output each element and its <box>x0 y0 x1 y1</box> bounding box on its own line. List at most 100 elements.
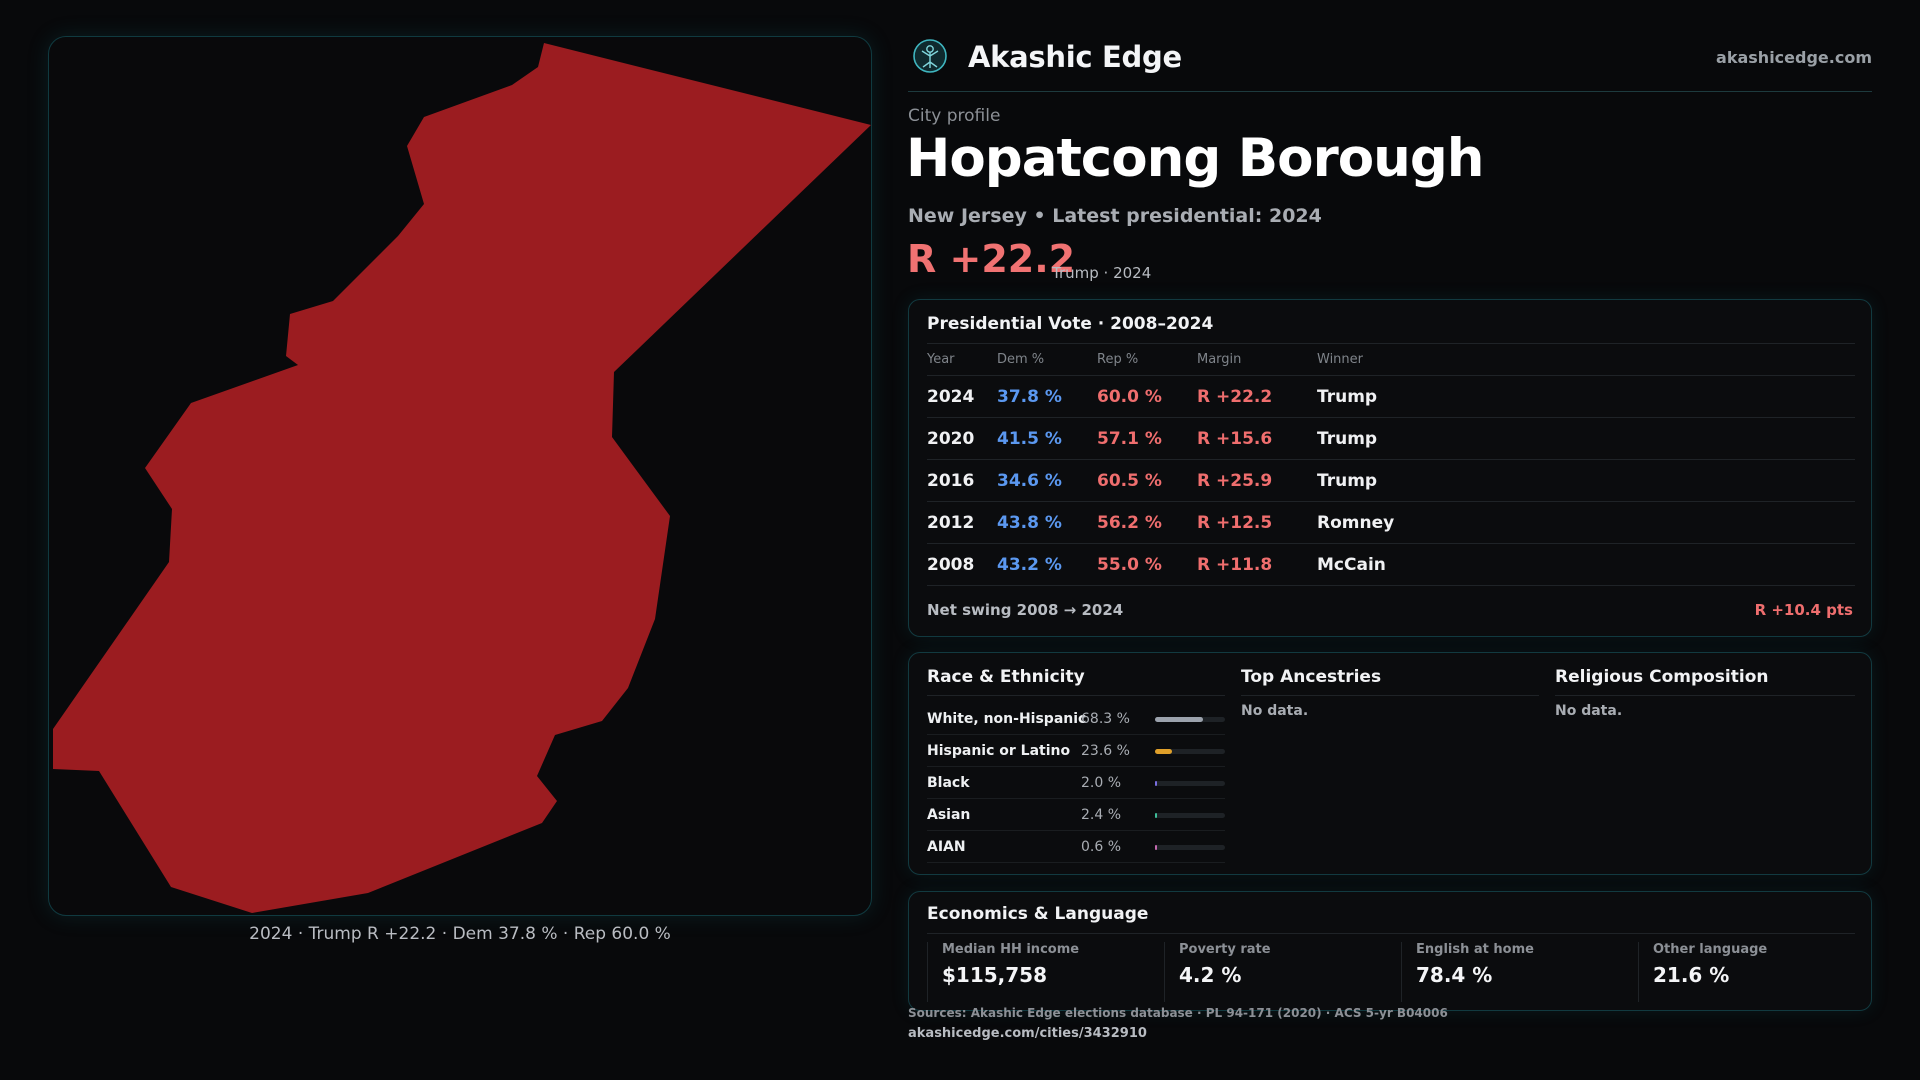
race-bar-track <box>1155 717 1225 722</box>
cell-dem: 34.6 % <box>997 470 1062 491</box>
cell-margin: R +12.5 <box>1197 512 1273 533</box>
race-label: Asian <box>927 807 971 823</box>
race-bar-track <box>1155 749 1225 754</box>
cell-rep: 56.2 % <box>1097 512 1162 533</box>
table-row: 2024 37.8 % 60.0 % R +22.2 Trump <box>927 376 1855 418</box>
divider <box>1241 695 1539 696</box>
race-row: Asian 2.4 % <box>927 799 1225 831</box>
header-dem: Dem % <box>997 352 1045 367</box>
race-pct: 23.6 % <box>1081 743 1130 759</box>
akashic-logo-icon[interactable] <box>912 38 948 74</box>
cell-year: 2020 <box>927 428 975 449</box>
header-year: Year <box>927 352 955 367</box>
presidential-vote-card: Presidential Vote · 2008–2024 Year Dem %… <box>908 299 1872 637</box>
race-label: AIAN <box>927 839 966 855</box>
race-bar-fill <box>1155 845 1157 850</box>
cell-winner: Trump <box>1317 386 1378 407</box>
city-boundary-map[interactable] <box>49 37 872 916</box>
cell-rep: 57.1 % <box>1097 428 1162 449</box>
cell-margin: R +11.8 <box>1197 554 1273 575</box>
race-title: Race & Ethnicity <box>927 667 1085 687</box>
stat-label: English at home <box>1416 942 1534 957</box>
religion-column: Religious Composition No data. <box>1555 653 1855 874</box>
stat-english-at-home: English at home 78.4 % <box>1401 942 1638 1002</box>
cell-dem: 43.8 % <box>997 512 1062 533</box>
net-swing-label: Net swing 2008 → 2024 <box>927 601 1124 619</box>
cell-year: 2016 <box>927 470 975 491</box>
race-bar-fill <box>1155 781 1157 786</box>
cell-rep: 60.0 % <box>1097 386 1162 407</box>
page-title: Hopatcong Borough <box>906 128 1485 189</box>
header-rep: Rep % <box>1097 352 1139 367</box>
stat-value: 21.6 % <box>1653 963 1730 987</box>
brand-name[interactable]: Akashic Edge <box>968 40 1182 74</box>
cell-margin: R +22.2 <box>1197 386 1273 407</box>
map-caption: 2024 · Trump R +22.2 · Dem 37.8 % · Rep … <box>249 924 671 944</box>
race-row: White, non-Hispanic 68.3 % <box>927 703 1225 735</box>
ancestries-column: Top Ancestries No data. <box>1241 653 1539 874</box>
cell-winner: Trump <box>1317 428 1378 449</box>
vote-card-title: Presidential Vote · 2008–2024 <box>927 314 1214 334</box>
cell-margin: R +15.6 <box>1197 428 1273 449</box>
stat-value: $115,758 <box>942 963 1048 987</box>
religion-title: Religious Composition <box>1555 667 1769 687</box>
race-bar-fill <box>1155 813 1157 818</box>
race-bar-fill <box>1155 717 1203 722</box>
city-boundary-shape[interactable] <box>53 43 871 913</box>
table-row: 2012 43.8 % 56.2 % R +12.5 Romney <box>927 502 1855 544</box>
race-bar-track <box>1155 813 1225 818</box>
ancestries-empty: No data. <box>1241 703 1309 719</box>
race-row: Hispanic or Latino 23.6 % <box>927 735 1225 767</box>
cell-year: 2024 <box>927 386 975 407</box>
ancestries-title: Top Ancestries <box>1241 667 1382 687</box>
stat-median-income: Median HH income $115,758 <box>927 942 1164 1002</box>
race-bar-fill <box>1155 749 1172 754</box>
race-bar-track <box>1155 781 1225 786</box>
cell-dem: 41.5 % <box>997 428 1062 449</box>
cell-rep: 60.5 % <box>1097 470 1162 491</box>
race-pct: 0.6 % <box>1081 839 1122 855</box>
race-bar-track <box>1155 845 1225 850</box>
city-subline: New Jersey • Latest presidential: 2024 <box>908 205 1322 227</box>
map-panel[interactable] <box>48 36 872 916</box>
header-winner: Winner <box>1317 352 1364 367</box>
divider <box>927 695 1225 696</box>
race-label: White, non-Hispanic <box>927 711 1087 727</box>
cell-year: 2012 <box>927 512 975 533</box>
divider <box>927 343 1855 344</box>
vote-table-header: Year Dem % Rep % Margin Winner <box>927 344 1855 376</box>
cell-rep: 55.0 % <box>1097 554 1162 575</box>
race-label: Hispanic or Latino <box>927 743 1071 759</box>
vote-table: Year Dem % Rep % Margin Winner 2024 37.8… <box>927 344 1855 586</box>
cell-winner: McCain <box>1317 554 1386 575</box>
table-row: 2008 43.2 % 55.0 % R +11.8 McCain <box>927 544 1855 586</box>
header-margin: Margin <box>1197 352 1242 367</box>
cell-winner: Romney <box>1317 512 1395 533</box>
stat-label: Median HH income <box>942 942 1080 957</box>
stat-label: Poverty rate <box>1179 942 1271 957</box>
race-pct: 2.4 % <box>1081 807 1122 823</box>
religion-empty: No data. <box>1555 703 1623 719</box>
table-row: 2016 34.6 % 60.5 % R +25.9 Trump <box>927 460 1855 502</box>
race-row: Black 2.0 % <box>927 767 1225 799</box>
headline-margin-note: Trump · 2024 <box>1052 264 1152 282</box>
cell-margin: R +25.9 <box>1197 470 1273 491</box>
brand-url-link[interactable]: akashicedge.com <box>1716 48 1872 67</box>
stat-value: 78.4 % <box>1416 963 1493 987</box>
economics-card: Economics & Language Median HH income $1… <box>908 891 1872 1011</box>
cell-dem: 43.2 % <box>997 554 1062 575</box>
race-column: Race & Ethnicity White, non-Hispanic 68.3… <box>927 653 1225 874</box>
stat-poverty-rate: Poverty rate 4.2 % <box>1164 942 1401 1002</box>
race-pct: 2.0 % <box>1081 775 1122 791</box>
table-row: 2020 41.5 % 57.1 % R +15.6 Trump <box>927 418 1855 460</box>
net-swing-value: R +10.4 pts <box>1754 601 1853 619</box>
sources-note: Sources: Akashic Edge elections database… <box>908 1006 1448 1020</box>
source-url-link[interactable]: akashicedge.com/cities/3432910 <box>908 1026 1147 1041</box>
race-label: Black <box>927 775 970 791</box>
cell-dem: 37.8 % <box>997 386 1062 407</box>
divider <box>927 933 1855 934</box>
site-header: Akashic Edge akashicedge.com <box>908 36 1872 92</box>
headline-margin: R +22.2 <box>907 237 1076 281</box>
stat-other-language: Other language 21.6 % <box>1638 942 1855 1002</box>
section-kicker: City profile <box>908 106 1001 126</box>
